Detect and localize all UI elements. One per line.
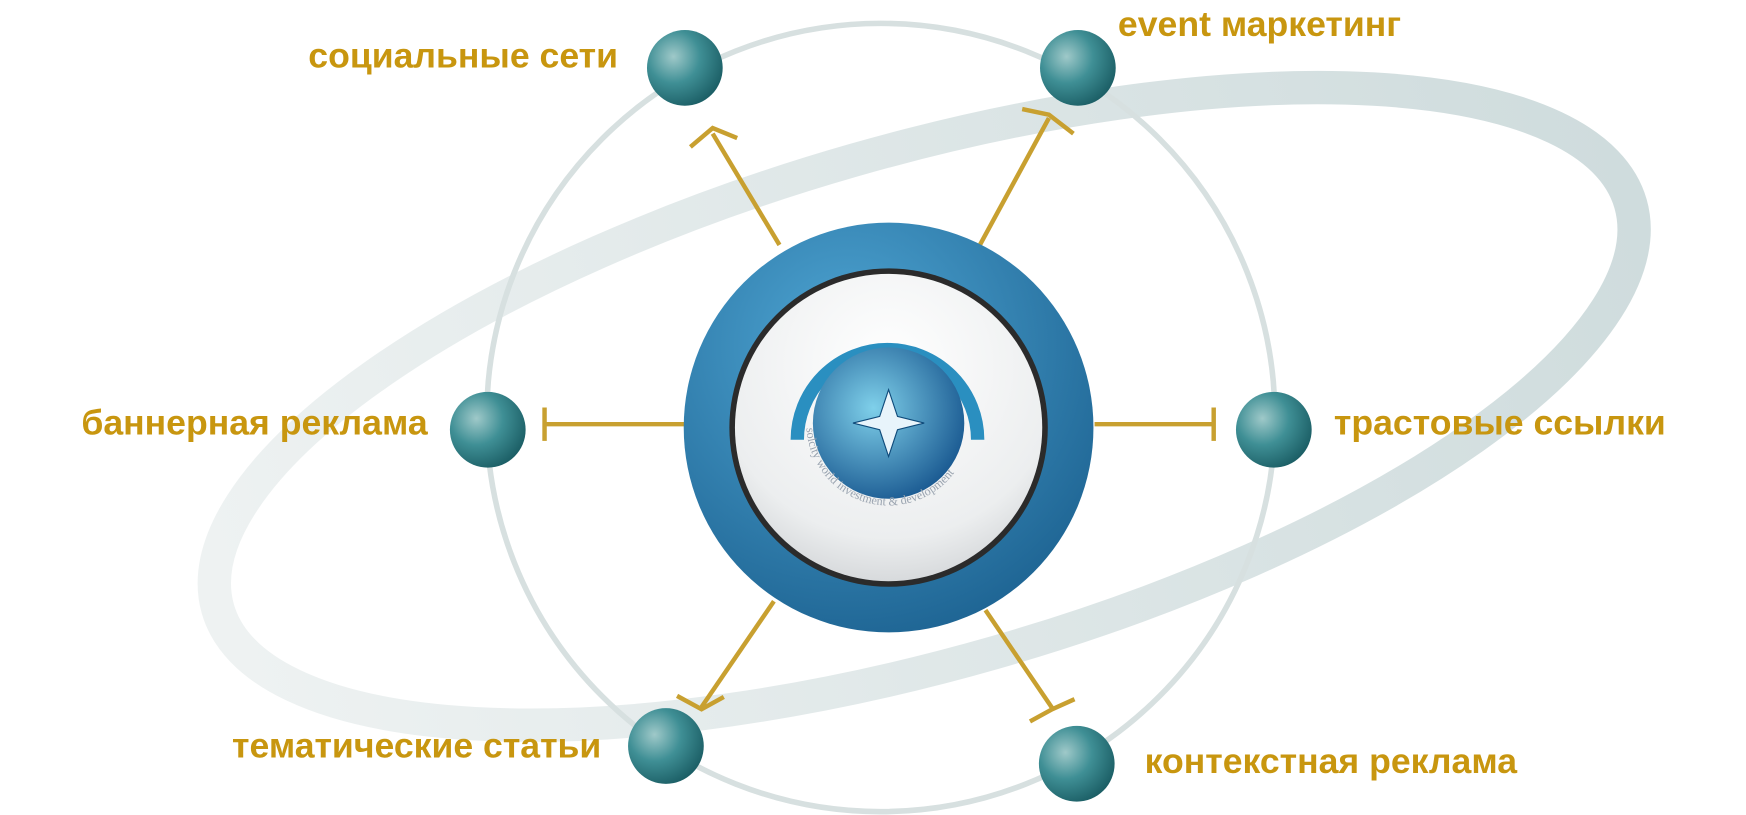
node — [1236, 392, 1312, 468]
node — [1040, 30, 1116, 106]
node — [647, 30, 723, 106]
node-label: тематические статьи — [232, 726, 601, 766]
diagram: solcity world investment & development с… — [0, 0, 1746, 815]
node-label: социальные сети — [308, 35, 618, 75]
node — [1039, 726, 1115, 802]
node-label: баннерная реклама — [81, 403, 428, 443]
node-label: трастовые ссылки — [1334, 403, 1666, 443]
node-label: контекстная реклама — [1145, 741, 1519, 781]
node — [450, 392, 526, 468]
node — [628, 708, 704, 784]
center-button: solcity world investment & development — [684, 223, 1094, 633]
node-label: event маркетинг — [1118, 4, 1401, 44]
